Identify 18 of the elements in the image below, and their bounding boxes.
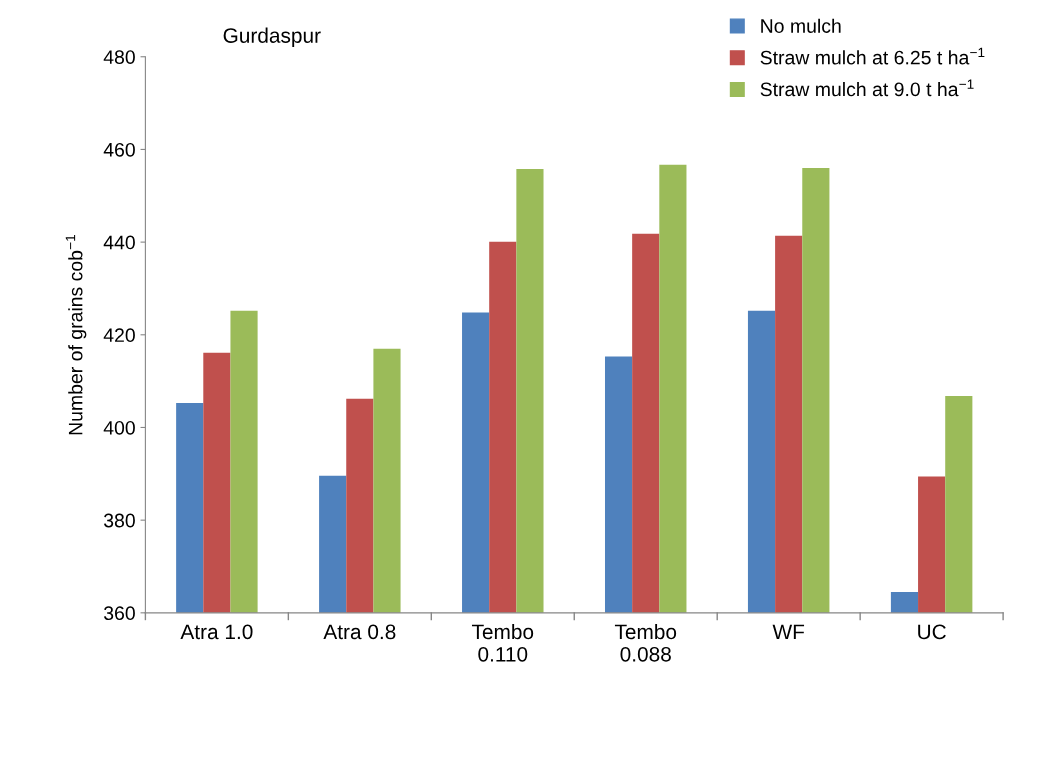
x-tick-label: Tembo 0.088 bbox=[614, 623, 677, 662]
x-tick-label: Atra 1.0 bbox=[180, 624, 253, 640]
x-tick-label: UC bbox=[918, 624, 946, 640]
chart-title: Gurdaspur bbox=[223, 27, 321, 48]
legend-label: No mulch bbox=[761, 18, 841, 33]
x-tick-label: Tembo 0.110 bbox=[471, 623, 534, 662]
legend-label: Straw mulch at 6.25 t ha$^{−1}$ bbox=[760, 47, 985, 65]
y-tick-label: 460 bbox=[103, 142, 135, 157]
y-tick-label: 360 bbox=[103, 606, 135, 621]
y-tick-label: 400 bbox=[103, 420, 135, 435]
y-tick-label: 420 bbox=[103, 328, 135, 343]
legend-label: Straw mulch at 9.0 t ha$^{−1}$ bbox=[760, 79, 974, 97]
x-tick-label: WF bbox=[772, 624, 805, 640]
y-tick-label: 380 bbox=[103, 513, 135, 528]
y-axis-title: Number of grains cob$^{−1}$ bbox=[65, 234, 87, 435]
x-tick-label: Atra 0.8 bbox=[323, 624, 396, 640]
y-tick-label: 440 bbox=[103, 235, 135, 250]
y-tick-label: 480 bbox=[103, 50, 135, 64]
